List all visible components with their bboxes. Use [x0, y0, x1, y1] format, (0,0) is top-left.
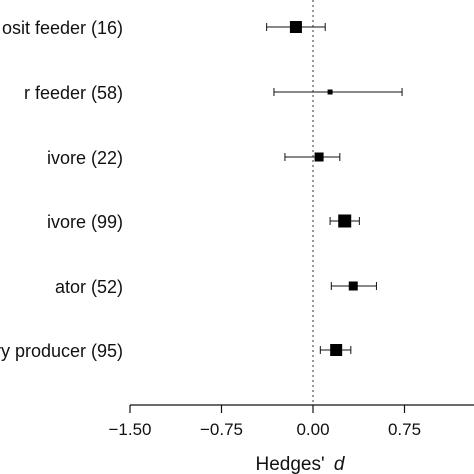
- forest-row: ator (52): [55, 277, 377, 297]
- x-axis: −1.50 −0.75 0.00 0.75: [108, 404, 474, 439]
- x-tick-label: 0.00: [296, 420, 329, 439]
- x-tick-label: −0.75: [200, 420, 243, 439]
- row-label: ary producer (95): [0, 341, 123, 361]
- x-axis-title: Hedges' d: [256, 454, 346, 474]
- forest-rows: osit feeder (16) r feeder (58) ivore (22) i…: [0, 18, 403, 361]
- row-label: ator (52): [55, 277, 123, 297]
- effect-point: [330, 344, 343, 356]
- forest-row: ivore (22): [47, 148, 341, 168]
- row-label: r feeder (58): [24, 83, 123, 103]
- effect-point: [289, 21, 302, 33]
- forest-row: osit feeder (16): [2, 18, 326, 38]
- x-axis-title-main: Hedges': [256, 454, 325, 474]
- x-tick-label: 0.75: [388, 420, 421, 439]
- forest-row: ivore (99): [47, 212, 360, 232]
- row-label: ivore (99): [47, 212, 123, 232]
- effect-point: [338, 214, 352, 228]
- effect-point: [348, 281, 358, 291]
- row-label: osit feeder (16): [2, 18, 123, 38]
- forest-row: r feeder (58): [24, 83, 403, 103]
- x-tick-label: −1.50: [108, 420, 151, 439]
- x-axis-title-italic: d: [334, 454, 346, 474]
- forest-row: ary producer (95): [0, 341, 352, 361]
- effect-point: [327, 89, 333, 95]
- row-label: ivore (22): [47, 148, 123, 168]
- effect-point: [314, 152, 324, 162]
